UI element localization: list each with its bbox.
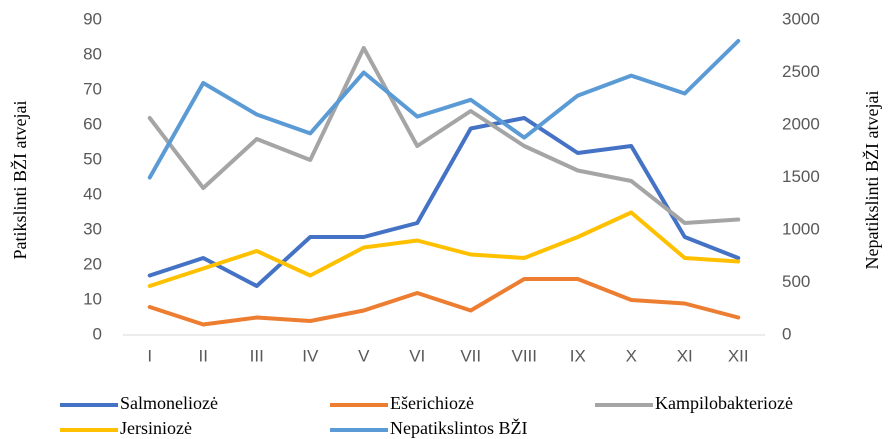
y2-tick-label: 1500	[782, 167, 820, 186]
x-tick-label: IV	[302, 346, 319, 365]
series-line	[147, 116, 741, 288]
y-tick-label: 20	[83, 254, 102, 273]
x-tick-label: VI	[409, 346, 425, 365]
x-tick-label: VIII	[511, 346, 537, 365]
y-tick-label: 10	[83, 289, 102, 308]
series-line	[147, 277, 741, 327]
x-tick-label: XII	[728, 346, 749, 365]
x-tick-label: I	[147, 346, 152, 365]
y2-tick-label: 1000	[782, 219, 820, 238]
y-tick-label: 80	[83, 44, 102, 63]
y-tick-label: 70	[83, 79, 102, 98]
x-tick-label: III	[250, 346, 264, 365]
y-tick-label: 60	[83, 114, 102, 133]
series-line	[147, 46, 741, 225]
x-tick-label: VII	[460, 346, 481, 365]
legend-label: Ešerichiozė	[390, 393, 474, 413]
y2-tick-label: 0	[782, 324, 791, 343]
legend-label: Jersiniozė	[120, 418, 192, 438]
legend-label: Nepatikslintos BŽI	[390, 417, 528, 438]
x-tick-label: XI	[677, 346, 693, 365]
x-tick-label: V	[358, 346, 370, 365]
y2-axis-title: Nepatikslinti BŽI atvejai	[861, 91, 882, 270]
y-tick-label: 30	[83, 219, 102, 238]
y2-tick-label: 2000	[782, 114, 820, 133]
series-line	[147, 210, 741, 288]
y-tick-label: 40	[83, 184, 102, 203]
y-tick-label: 50	[83, 149, 102, 168]
y2-tick-label: 3000	[782, 9, 820, 28]
x-tick-label: II	[199, 346, 208, 365]
legend-label: Kampilobakteriozė	[655, 393, 793, 413]
x-tick-label: X	[626, 346, 637, 365]
y2-tick-label: 500	[782, 272, 810, 291]
y-tick-label: 0	[93, 324, 102, 343]
series-line	[147, 39, 741, 180]
y2-tick-label: 2500	[782, 62, 820, 81]
y-tick-label: 90	[83, 9, 102, 28]
legend-label: Salmoneliozė	[120, 393, 218, 413]
x-tick-label: IX	[570, 346, 586, 365]
y-axis-title: Patikslinti BŽI atvejai	[9, 101, 30, 260]
